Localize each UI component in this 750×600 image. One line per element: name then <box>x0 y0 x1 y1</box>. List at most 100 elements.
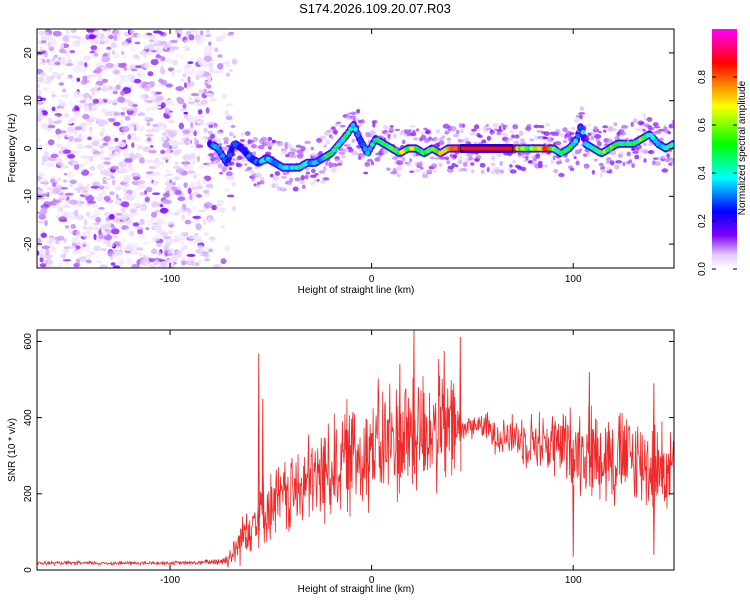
snr-spike <box>398 364 401 478</box>
noise-blob <box>129 46 137 52</box>
noise-blob <box>130 68 138 72</box>
ridge-halo <box>594 134 602 139</box>
ridge-halo <box>632 151 639 154</box>
noise-blob <box>83 55 92 61</box>
noise-blob <box>85 254 92 259</box>
ridge-halo <box>520 166 527 171</box>
noise-blob <box>101 36 110 42</box>
noise-blob <box>37 220 45 224</box>
ridge-halo <box>480 169 485 174</box>
ridge-halo <box>250 144 257 149</box>
noise-blob <box>218 207 226 213</box>
ridge-halo <box>511 134 515 139</box>
noise-blob <box>175 168 185 174</box>
noise-blob <box>203 88 208 95</box>
noise-blob <box>159 135 168 142</box>
ridge-halo <box>517 154 524 158</box>
ridge-halo <box>603 129 607 133</box>
ridge-halo <box>339 159 343 165</box>
ridge-halo <box>558 172 565 178</box>
noise-blob <box>176 96 182 103</box>
ridge-halo <box>299 179 305 185</box>
spectrogram-y-axis-label: Frequency (Hz) <box>7 114 18 183</box>
noise-blob <box>206 75 212 82</box>
noise-blob <box>152 181 159 186</box>
ridge-halo <box>483 125 488 131</box>
noise-blob <box>187 170 196 174</box>
noise-blob <box>176 55 181 59</box>
ridge-halo <box>286 143 293 149</box>
noise-blob <box>43 31 50 37</box>
ridge-halo <box>239 139 245 142</box>
ridge-halo <box>304 140 311 144</box>
noise-blob <box>149 39 154 42</box>
noise-blob <box>55 128 62 135</box>
ridge-halo <box>244 163 248 166</box>
ridge-halo <box>432 169 437 174</box>
noise-blob <box>196 94 200 101</box>
noise-blob <box>127 162 132 168</box>
noise-blob <box>151 95 157 100</box>
noise-blob <box>103 195 111 202</box>
noise-blob <box>188 208 192 215</box>
noise-blob <box>87 136 92 141</box>
noise-blob <box>55 240 60 245</box>
ridge-halo <box>594 158 598 162</box>
noise-blob <box>145 173 151 180</box>
ridge-halo <box>396 173 401 178</box>
noise-blob <box>120 201 130 208</box>
x-tick-label: 100 <box>565 575 582 586</box>
noise-blob <box>61 88 67 93</box>
ridge-core <box>580 129 586 135</box>
ridge-halo <box>564 158 570 163</box>
noise-blob <box>37 261 41 267</box>
noise-blob <box>133 78 142 84</box>
noise-blob <box>52 30 62 37</box>
noise-blob <box>109 235 119 239</box>
noise-blob <box>70 212 75 215</box>
noise-blob <box>39 253 47 259</box>
noise-blob <box>86 183 91 190</box>
ridge-core <box>573 138 578 144</box>
noise-blob <box>132 222 140 227</box>
noise-blob <box>150 248 158 255</box>
noise-blob <box>179 236 187 242</box>
noise-blob <box>186 253 196 257</box>
noise-blob <box>131 34 135 38</box>
noise-blob <box>88 215 96 219</box>
noise-blob <box>160 79 168 86</box>
ridge-halo <box>213 159 220 165</box>
ridge-halo <box>252 136 258 142</box>
noise-blob <box>80 155 90 159</box>
noise-blob <box>120 111 125 116</box>
noise-blob <box>88 95 93 100</box>
noise-blob <box>152 30 162 34</box>
ridge-halo <box>518 130 524 137</box>
ridge-halo <box>334 159 339 163</box>
ridge-halo <box>495 169 500 175</box>
noise-blob <box>50 153 59 158</box>
noise-blob <box>70 29 77 34</box>
noise-blob <box>153 162 163 165</box>
noise-blob <box>190 160 197 165</box>
noise-blob <box>112 102 118 106</box>
noise-blob <box>69 179 77 185</box>
noise-blob <box>72 40 80 48</box>
ridge-halo <box>247 139 252 145</box>
ridge-halo <box>578 112 586 115</box>
y-tick-label: 600 <box>23 333 34 350</box>
noise-blob <box>217 200 225 204</box>
noise-blob <box>225 175 235 180</box>
ridge-halo <box>642 128 646 132</box>
ridge-halo <box>622 161 626 167</box>
noise-blob <box>101 107 108 114</box>
noise-blob <box>72 249 78 254</box>
y-tick-label: 10 <box>23 95 34 107</box>
ridge-halo <box>310 182 315 186</box>
noise-blob <box>102 177 111 181</box>
ridge-halo <box>573 156 577 160</box>
noise-blob <box>104 97 110 101</box>
ridge-halo <box>606 138 613 144</box>
ridge-halo <box>543 136 549 140</box>
ridge-halo <box>364 161 371 167</box>
